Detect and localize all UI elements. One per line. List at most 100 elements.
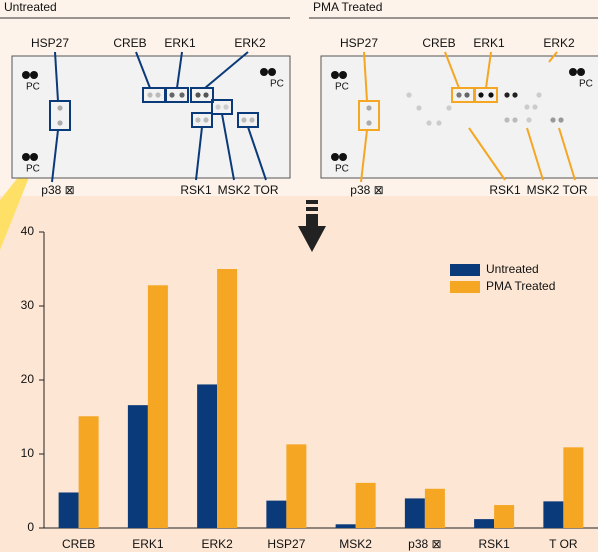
dot	[446, 105, 452, 111]
dot	[526, 117, 532, 123]
dot	[536, 92, 542, 98]
bottom-label: MSK2	[527, 183, 560, 197]
panel-title: PMA Treated	[313, 0, 382, 14]
connector	[221, 113, 235, 181]
dot	[436, 120, 442, 126]
highlight-box	[358, 100, 380, 131]
connector	[363, 51, 368, 102]
bar	[266, 500, 287, 528]
dot	[464, 92, 470, 98]
legend-swatch	[450, 281, 480, 293]
dot	[249, 117, 255, 123]
dot	[512, 117, 518, 123]
bottom-label: MSK2	[218, 183, 251, 197]
y-tick-label: 0	[27, 520, 34, 534]
bar	[424, 488, 445, 528]
y-tick-label: 40	[21, 224, 35, 238]
highlight-box	[49, 100, 71, 131]
top-label: ERK2	[543, 36, 575, 50]
top-label: HSP27	[31, 36, 69, 50]
dot	[504, 92, 510, 98]
dot	[30, 153, 38, 161]
bar	[58, 492, 79, 528]
dot	[195, 92, 201, 98]
bar	[217, 269, 238, 528]
blot	[11, 55, 291, 179]
dot	[30, 71, 38, 79]
top-label: ERK2	[234, 36, 266, 50]
top-label: CREB	[422, 36, 455, 50]
bar	[147, 285, 168, 528]
dot	[406, 92, 412, 98]
dot	[331, 71, 339, 79]
dot	[339, 71, 347, 79]
dot	[268, 68, 276, 76]
x-tick-label: RSK1	[478, 537, 510, 551]
legend-label: PMA Treated	[486, 279, 555, 293]
bar	[335, 524, 356, 528]
dot	[504, 117, 510, 123]
dot	[22, 71, 30, 79]
y-tick-label: 30	[21, 298, 35, 312]
dot	[203, 92, 209, 98]
connector	[526, 127, 544, 181]
highlight-box	[190, 87, 214, 103]
dot	[366, 105, 372, 111]
bottom-label: RSK1	[489, 183, 521, 197]
connector	[247, 126, 267, 181]
bottom-label: p38 ⊠	[41, 183, 74, 197]
bottom-label: p38 ⊠	[350, 183, 383, 197]
x-tick-label: CREB	[62, 537, 95, 551]
dot	[478, 92, 484, 98]
dot	[155, 92, 161, 98]
panel-title: Untreated	[4, 0, 57, 14]
dot	[339, 153, 347, 161]
x-tick-label: p38 ⊠	[408, 537, 441, 551]
connector	[54, 51, 59, 102]
dot	[416, 105, 422, 111]
dot	[22, 153, 30, 161]
dot	[223, 104, 229, 110]
top-label: CREB	[113, 36, 146, 50]
connector	[444, 51, 460, 89]
connector	[548, 51, 558, 63]
x-tick-label: ERK1	[132, 537, 164, 551]
pc-label: PC	[335, 82, 349, 93]
dot	[532, 104, 538, 110]
top-label: ERK1	[473, 36, 505, 50]
legend-label: Untreated	[486, 262, 539, 276]
dot	[241, 117, 247, 123]
connector	[51, 129, 59, 183]
down-arrow	[298, 200, 326, 252]
dot	[169, 92, 175, 98]
y-tick-label: 10	[21, 446, 35, 460]
bar	[404, 498, 425, 528]
connector	[204, 51, 249, 89]
y-tick-label: 20	[21, 372, 35, 386]
connector	[485, 51, 492, 89]
dot	[215, 104, 221, 110]
dot	[550, 117, 556, 123]
x-tick-label: ERK2	[201, 537, 233, 551]
dot	[57, 105, 63, 111]
top-label: HSP27	[340, 36, 378, 50]
bottom-label: TOR	[562, 183, 587, 197]
dot	[524, 104, 530, 110]
dot	[195, 117, 201, 123]
dot	[426, 120, 432, 126]
bottom-label: TOR	[253, 183, 278, 197]
dot	[488, 92, 494, 98]
connector	[558, 127, 576, 181]
x-tick-label: T OR	[549, 537, 578, 551]
bar	[474, 519, 495, 528]
x-tick-label: MSK2	[339, 537, 372, 551]
connector	[360, 129, 368, 183]
dot	[456, 92, 462, 98]
bar	[286, 444, 307, 528]
pc-label: PC	[26, 164, 40, 175]
connector	[135, 51, 151, 89]
bar	[78, 416, 99, 528]
dot	[558, 117, 564, 123]
bar	[494, 505, 515, 528]
